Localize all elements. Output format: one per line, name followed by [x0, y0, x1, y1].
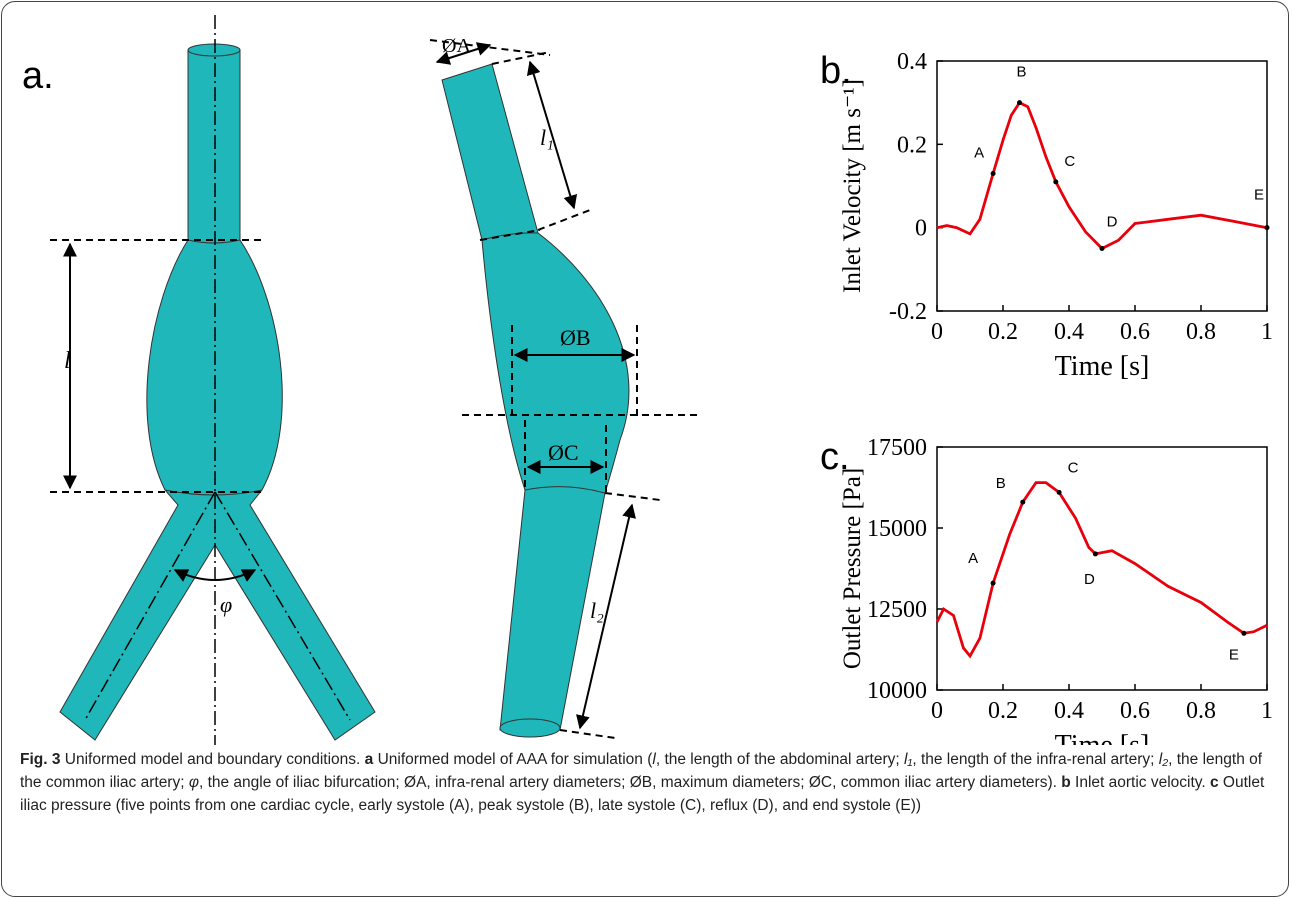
x-axis-title: Time [s] — [1055, 730, 1150, 745]
dim-label: ØA — [442, 35, 471, 57]
y-axis-title: Outlet Pressure [Pa] — [839, 468, 866, 669]
caption-text: φ — [189, 774, 199, 791]
y-tick-label: 10000 — [867, 678, 927, 704]
x-tick-label: 0 — [931, 319, 943, 345]
data-line — [937, 103, 1267, 249]
point-label: D — [1107, 214, 1118, 231]
caption: Fig. 3 Uniformed model and boundary cond… — [20, 748, 1275, 817]
x-axis-title: Time [s] — [1055, 351, 1150, 382]
point-marker — [991, 581, 996, 586]
caption-text: l₂ — [1159, 751, 1168, 768]
point-marker — [1020, 500, 1025, 505]
y-tick-label: 15000 — [867, 516, 927, 542]
caption-text: Inlet aortic velocity. — [1071, 774, 1210, 791]
dim-label: φ — [220, 592, 232, 617]
x-tick-label: 0.2 — [988, 319, 1018, 345]
point-label: E — [1254, 187, 1264, 204]
x-tick-label: 0.6 — [1120, 319, 1150, 345]
dim-label: l₁ — [540, 125, 554, 150]
point-label: C — [1064, 153, 1075, 170]
dim-label: ØC — [548, 440, 579, 465]
point-label: E — [1229, 646, 1239, 663]
model-right: ØA l₁ ØB ØC l₂ — [430, 35, 700, 738]
dim-label: l₂ — [590, 598, 604, 623]
y-tick-label: 0.2 — [897, 132, 927, 158]
y-tick-label: 0.4 — [897, 49, 927, 75]
plot-frame — [937, 61, 1267, 311]
x-tick-label: 0.6 — [1120, 698, 1150, 724]
caption-text: c — [1210, 774, 1219, 791]
point-label: D — [1084, 571, 1095, 588]
point-marker — [1093, 551, 1098, 556]
panel-label: a. — [22, 55, 54, 97]
point-label: A — [968, 550, 978, 567]
point-label: C — [1068, 459, 1079, 476]
dim-label: l — [64, 348, 71, 374]
point-marker — [991, 171, 996, 176]
caption-text: , the length of the infra-renal artery; — [912, 751, 1158, 768]
y-tick-label: 0 — [915, 216, 927, 242]
point-marker — [1057, 490, 1062, 495]
caption-text: , the length of the abdominal artery; — [656, 751, 904, 768]
figure: a. l φ ØA l₁ ØB ØC — [0, 0, 1292, 745]
y-tick-label: -0.2 — [889, 299, 927, 325]
point-label: B — [1016, 64, 1026, 81]
point-marker — [1017, 100, 1022, 105]
y-tick-label: 12500 — [867, 597, 927, 623]
caption-text: a — [365, 751, 374, 768]
point-marker — [1053, 179, 1058, 184]
x-tick-label: 0 — [931, 698, 943, 724]
x-tick-label: 1 — [1261, 319, 1273, 345]
dim-label: ØB — [560, 325, 591, 350]
x-tick-label: 0.4 — [1054, 698, 1084, 724]
point-marker — [1241, 631, 1246, 636]
point-label: B — [996, 475, 1006, 492]
caption-text: Fig. 3 — [20, 751, 60, 768]
x-tick-label: 0.2 — [988, 698, 1018, 724]
x-tick-label: 0.8 — [1186, 319, 1216, 345]
caption-text: b — [1061, 774, 1070, 791]
caption-text: Uniformed model and boundary conditions. — [60, 751, 364, 768]
x-tick-label: 0.8 — [1186, 698, 1216, 724]
model-left: l φ — [50, 15, 375, 745]
y-axis-title: Inlet Velocity [m s⁻¹] — [839, 79, 866, 293]
x-tick-label: 1 — [1261, 698, 1273, 724]
data-line — [937, 483, 1267, 656]
y-tick-label: 17500 — [867, 435, 927, 461]
point-marker — [1265, 225, 1270, 230]
caption-text: , the angle of iliac bifurcation; ØA, in… — [199, 774, 1061, 791]
point-marker — [1100, 246, 1105, 251]
point-label: A — [974, 145, 984, 162]
x-tick-label: 0.4 — [1054, 319, 1084, 345]
caption-text: Uniformed model of AAA for simulation ( — [373, 751, 652, 768]
plot-frame — [937, 447, 1267, 690]
